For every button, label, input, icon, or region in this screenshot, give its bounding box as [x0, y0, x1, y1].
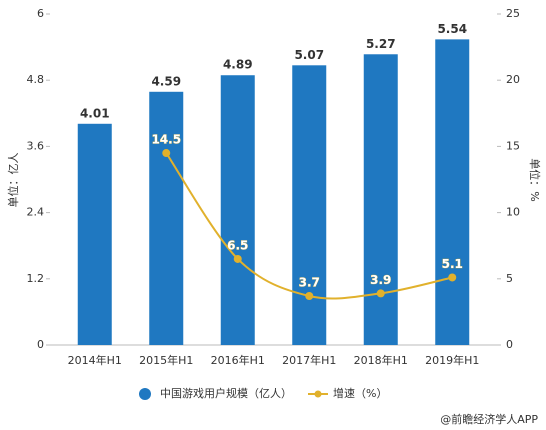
y-tick-label: 1.2: [27, 272, 45, 285]
growth-line: [165, 152, 453, 300]
line-value-label: 14.5: [151, 133, 181, 147]
y2-tick-label: 5: [506, 272, 513, 285]
legend-label: 增速（%）: [333, 386, 387, 400]
x-tick-label: 2018年H1: [354, 353, 408, 367]
line-value-label: 3.7: [299, 276, 320, 290]
x-tick-label: 2015年H1: [139, 353, 193, 367]
bar: [149, 91, 184, 345]
legend-label: 中国游戏用户规模（亿人）: [160, 386, 292, 400]
y2-tick-label: 15: [506, 139, 520, 152]
y2-tick-label: 10: [506, 206, 520, 219]
bar: [363, 54, 398, 345]
line-point: [376, 289, 385, 298]
y-tick-label: 4.8: [27, 73, 45, 86]
y2-tick-label: 20: [506, 73, 520, 86]
bar-value-label: 5.27: [366, 37, 396, 51]
bar: [292, 65, 327, 346]
line-point: [305, 292, 314, 301]
y2-tick-label: 0: [506, 338, 513, 351]
bar-value-label: 4.01: [80, 106, 110, 120]
y2-axis-label: 单位：%: [528, 158, 542, 201]
line-value-label: 3.9: [370, 273, 391, 287]
bar: [77, 123, 112, 345]
bar-value-label: 5.07: [294, 48, 324, 62]
y-axis-label: 单位：亿人: [6, 153, 20, 208]
line-value-label: 5.1: [442, 257, 463, 271]
bar: [220, 75, 255, 346]
y-tick-label: 3.6: [27, 139, 45, 152]
y-tick-label: 6: [37, 7, 44, 20]
x-tick-label: 2016年H1: [211, 353, 265, 367]
y-tick-label: 0: [37, 338, 44, 351]
bar: [435, 39, 470, 345]
x-tick-label: 2017年H1: [282, 353, 336, 367]
line-point: [162, 149, 171, 158]
bar-value-label: 5.54: [437, 22, 467, 36]
line-point: [233, 254, 242, 263]
x-tick-label: 2019年H1: [425, 353, 479, 367]
y-tick-label: 2.4: [27, 206, 45, 219]
x-tick-label: 2014年H1: [68, 353, 122, 367]
line-value-label: 6.5: [227, 238, 248, 252]
legend-swatch: [314, 390, 322, 398]
bar-value-label: 4.59: [151, 74, 181, 88]
bar-value-label: 4.89: [223, 58, 253, 72]
source: @前瞻经济学人APP: [440, 412, 538, 426]
legend-swatch: [139, 388, 151, 400]
y2-tick-label: 25: [506, 7, 520, 20]
line-point: [448, 273, 457, 282]
